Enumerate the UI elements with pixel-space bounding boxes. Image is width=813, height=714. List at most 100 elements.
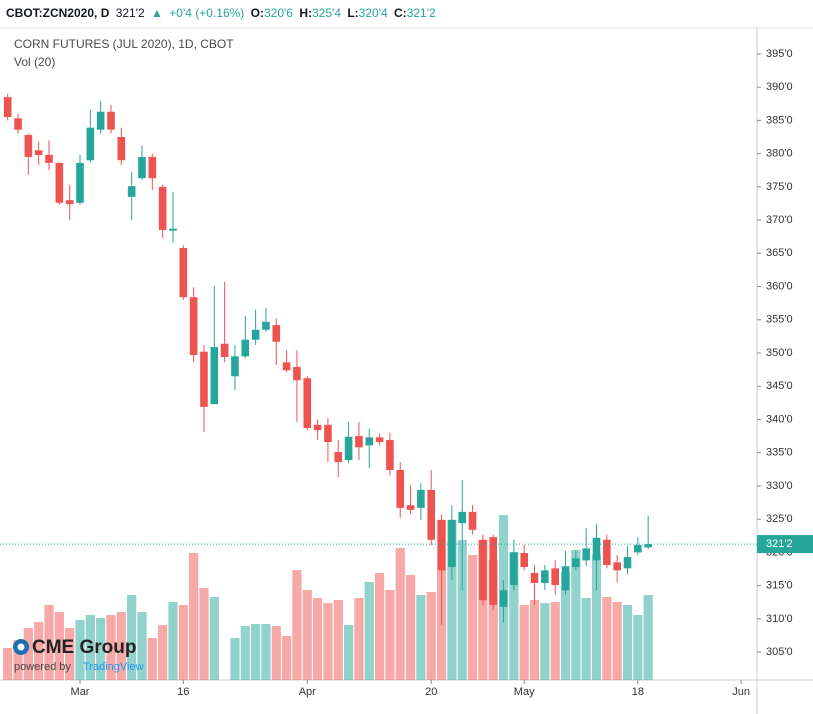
header: CBOT:ZCN2020, D 321'2 ▲ +0'4 (+0.16%) O:… [6,6,439,20]
candle-body [313,424,322,431]
volume-bar [364,582,374,680]
logo: CME Group powered by TradingView [13,637,144,673]
candle-body [148,156,157,179]
x-tick-label: Apr [299,686,316,698]
ohlc-label: O: [250,6,264,20]
y-tick-label: 350'0 [766,347,793,359]
candle-body [127,186,136,197]
candle-body [293,366,301,381]
candle-body [189,297,198,355]
volume-bar [550,602,560,680]
volume-bar [178,605,188,680]
x-tick-label: 18 [632,686,644,698]
candle-body [551,568,559,585]
candle-body [375,437,384,443]
candle-body [530,572,539,583]
x-tick-label: 16 [177,686,189,698]
volume-bar [168,602,178,680]
candle-body [262,321,270,330]
y-tick-label: 345'0 [766,380,793,392]
candle-body [45,154,53,163]
candle-body [448,519,456,568]
volume-bar [488,560,498,680]
last-price-label: 321'2 [766,538,793,550]
volume-bar [426,592,436,680]
volume-label: Vol (20) [14,55,55,69]
change: +0'4 (+0.16%) [169,6,245,20]
volume-bar [65,628,75,680]
candle-body [417,489,425,508]
candle-body [324,424,332,443]
volume-bar [643,595,653,680]
volume-bar [560,572,571,680]
volume-bar [612,602,622,680]
candle-body [96,111,105,130]
logo-powered: powered by [14,661,71,673]
candle-body [179,247,188,298]
volume-bar [343,625,354,680]
x-tick-label: Mar [71,686,90,698]
y-tick-label: 365'0 [766,247,793,259]
volume-bar [323,603,333,680]
y-tick-label: 330'0 [766,480,793,492]
volume-bar [75,620,85,680]
candle-body [220,343,229,357]
candle-body [561,566,570,591]
ohlc-value: 320'6 [263,6,293,20]
ohlc-label: C: [394,6,407,20]
ohlc-label: H: [299,6,312,20]
candle-body [272,325,281,342]
candle-body [510,552,518,585]
candle-body [458,511,467,524]
candle-body [468,511,477,530]
up-arrow: ▲ [151,6,163,20]
candle-body [541,570,549,583]
candle-body [55,162,64,203]
volume-bar [85,615,95,680]
ohlc-label: L: [347,6,359,20]
candle-body [107,111,115,130]
candle-body [210,347,219,405]
x-tick-label: May [514,686,535,698]
candle-body [386,440,394,470]
volume-bar [447,520,457,680]
volume-bar [591,555,602,680]
volume-bar [354,598,364,680]
candle-body [592,537,601,561]
candle-body [613,562,621,571]
y-tick-label: 325'0 [766,513,793,525]
y-tick-label: 305'0 [766,646,793,658]
x-tick-label: 20 [425,686,437,698]
volume-bar [302,590,312,680]
ohlc-value: 320'4 [358,6,388,20]
candle-body [634,545,642,553]
volume-bar [137,612,147,680]
y-tick-label: 395'0 [766,48,793,60]
volume-bar [13,640,23,680]
volume-bar [416,595,426,680]
volume-bar [271,626,281,680]
y-tick-label: 360'0 [766,280,793,292]
y-tick-label: 370'0 [766,214,793,226]
candle-body [86,127,95,161]
candle-body [334,452,343,463]
volume-bar [44,605,54,680]
candle-body [117,136,126,161]
candle-body [14,118,22,130]
volume-bar [633,615,643,680]
volume-bar [96,618,106,680]
volume-bar [106,615,116,680]
candle-body [24,135,33,157]
volume-bar [571,550,581,680]
last-price: 321'2 [115,6,145,20]
candle-body [241,339,250,357]
y-tick-label: 385'0 [766,114,793,126]
y-tick-label: 380'0 [766,148,793,160]
volume-bar [529,600,540,680]
y-tick-label: 390'0 [766,81,793,93]
candle-body [499,590,508,607]
volume-bar [251,624,261,680]
volume-bar [127,595,137,680]
